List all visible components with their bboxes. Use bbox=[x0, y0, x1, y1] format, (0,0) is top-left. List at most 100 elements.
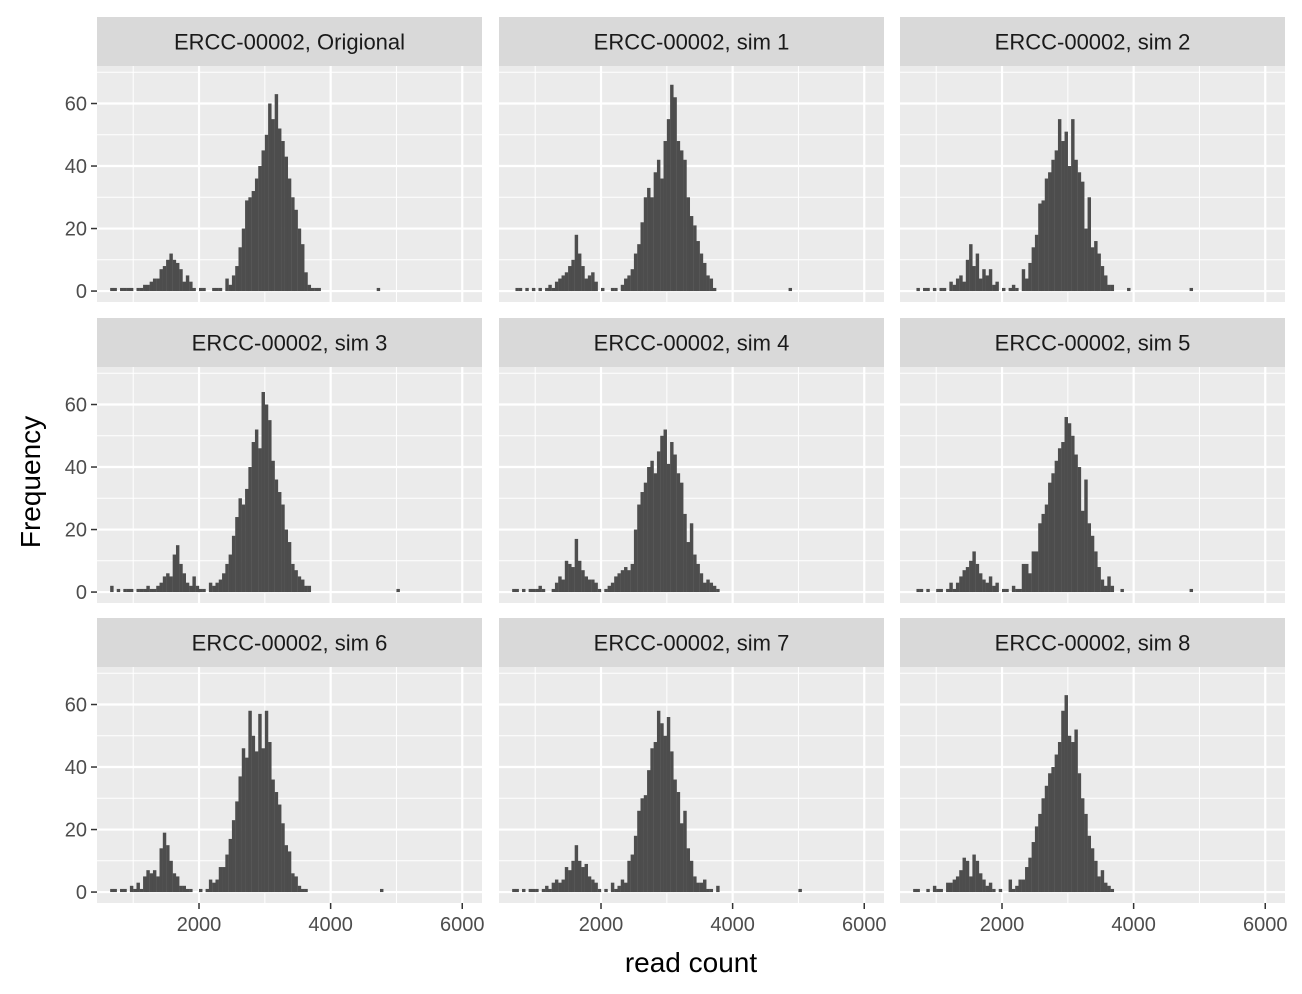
histogram-bar bbox=[604, 888, 608, 893]
histogram-bar bbox=[245, 757, 249, 893]
facet-strip bbox=[900, 618, 1285, 667]
histogram-bar bbox=[518, 287, 523, 292]
histogram-bar bbox=[676, 473, 681, 593]
histogram-bar bbox=[156, 585, 160, 593]
facet-panel: ERCC-00002, sim 3 0 20 40 60 bbox=[65, 318, 482, 604]
x-tick-label: 2000 bbox=[177, 914, 222, 936]
histogram-bar bbox=[1028, 857, 1032, 893]
histogram-bar bbox=[706, 275, 710, 292]
histogram-bar bbox=[304, 272, 308, 292]
histogram-bar bbox=[610, 582, 615, 593]
histogram-bar bbox=[587, 876, 592, 893]
histogram-bar bbox=[597, 888, 602, 893]
histogram-bar bbox=[231, 535, 236, 593]
histogram-bar bbox=[264, 134, 269, 292]
histogram-bar bbox=[129, 287, 134, 292]
histogram-bar bbox=[975, 253, 980, 292]
histogram-bar bbox=[304, 888, 308, 893]
histogram-bar bbox=[591, 879, 595, 893]
histogram-bar bbox=[676, 141, 681, 292]
histogram-bar bbox=[709, 888, 714, 893]
histogram-bar bbox=[1100, 870, 1105, 893]
histogram-bar bbox=[1094, 241, 1098, 292]
histogram-bar bbox=[297, 576, 302, 593]
histogram-bar bbox=[284, 529, 289, 593]
histogram-bar bbox=[1057, 742, 1062, 893]
histogram-bar bbox=[663, 735, 667, 893]
histogram-bar bbox=[554, 281, 559, 292]
histogram-bar bbox=[126, 287, 131, 292]
histogram-bar bbox=[179, 269, 183, 292]
histogram-bar bbox=[248, 467, 252, 593]
histogram-bar bbox=[686, 197, 691, 292]
histogram-bar bbox=[633, 835, 638, 893]
histogram-bar bbox=[617, 573, 621, 593]
histogram-bar bbox=[175, 876, 180, 893]
histogram-bar bbox=[610, 882, 615, 893]
histogram-bar bbox=[284, 156, 289, 292]
histogram-bar bbox=[1051, 767, 1055, 893]
facet-strip bbox=[97, 618, 482, 667]
histogram-bar bbox=[274, 792, 279, 893]
histogram-bar bbox=[969, 244, 973, 292]
histogram-bar bbox=[172, 259, 177, 292]
y-tick-label: 60 bbox=[65, 695, 87, 717]
histogram-bar bbox=[1028, 262, 1032, 292]
histogram-bar bbox=[1002, 287, 1006, 292]
histogram-bar bbox=[1090, 848, 1095, 893]
histogram-bar bbox=[199, 588, 203, 593]
histogram-bar bbox=[215, 879, 219, 893]
histogram-bar bbox=[1015, 885, 1019, 893]
histogram-bar bbox=[1080, 510, 1085, 593]
histogram-bar bbox=[614, 888, 618, 893]
histogram-bar bbox=[712, 287, 717, 292]
histogram-bar bbox=[231, 820, 236, 893]
histogram-bar bbox=[297, 228, 302, 292]
histogram-bar bbox=[630, 269, 635, 292]
histogram-bar bbox=[1074, 454, 1078, 593]
histogram-bar bbox=[551, 287, 556, 292]
histogram-bar bbox=[699, 882, 704, 893]
histogram-bar bbox=[584, 863, 588, 893]
histogram-bar bbox=[215, 582, 219, 593]
histogram-bar bbox=[988, 269, 993, 292]
histogram-bar bbox=[182, 885, 186, 893]
histogram-bar bbox=[123, 588, 127, 593]
histogram-bar bbox=[679, 150, 684, 292]
histogram-bar bbox=[251, 735, 256, 893]
histogram-bar bbox=[189, 888, 193, 893]
x-tick-label: 4000 bbox=[710, 914, 755, 936]
histogram-bar bbox=[545, 885, 549, 893]
histogram-bar bbox=[913, 888, 917, 893]
histogram-bar bbox=[916, 588, 920, 593]
histogram-bar bbox=[959, 275, 963, 292]
y-tick-label: 20 bbox=[65, 520, 87, 542]
histogram-bar bbox=[577, 253, 582, 292]
histogram-bar bbox=[169, 860, 173, 893]
histogram-bar bbox=[663, 141, 667, 292]
histogram-bar bbox=[1002, 588, 1006, 593]
histogram-bar bbox=[287, 542, 292, 593]
y-tick-label: 0 bbox=[76, 582, 87, 604]
histogram-bar bbox=[254, 751, 259, 893]
histogram-bar bbox=[693, 876, 697, 893]
histogram-bar bbox=[1067, 735, 1072, 893]
histogram-bar bbox=[1090, 535, 1095, 593]
histogram-bar bbox=[202, 588, 206, 593]
histogram-bar bbox=[541, 888, 546, 893]
histogram-bar bbox=[1015, 588, 1019, 593]
histogram-bar bbox=[248, 710, 252, 893]
histogram-bar bbox=[604, 588, 608, 593]
histogram-bar bbox=[703, 262, 707, 292]
histogram-bar bbox=[1038, 813, 1042, 893]
histogram-bar bbox=[959, 576, 963, 593]
histogram-bar bbox=[162, 832, 167, 893]
histogram-bar bbox=[647, 187, 651, 292]
histogram-bar bbox=[640, 798, 644, 893]
histogram-bar bbox=[307, 585, 312, 593]
histogram-bar bbox=[1054, 460, 1059, 593]
histogram-bar bbox=[647, 770, 651, 893]
histogram-bar bbox=[218, 287, 223, 292]
histogram-bar bbox=[1041, 513, 1045, 593]
